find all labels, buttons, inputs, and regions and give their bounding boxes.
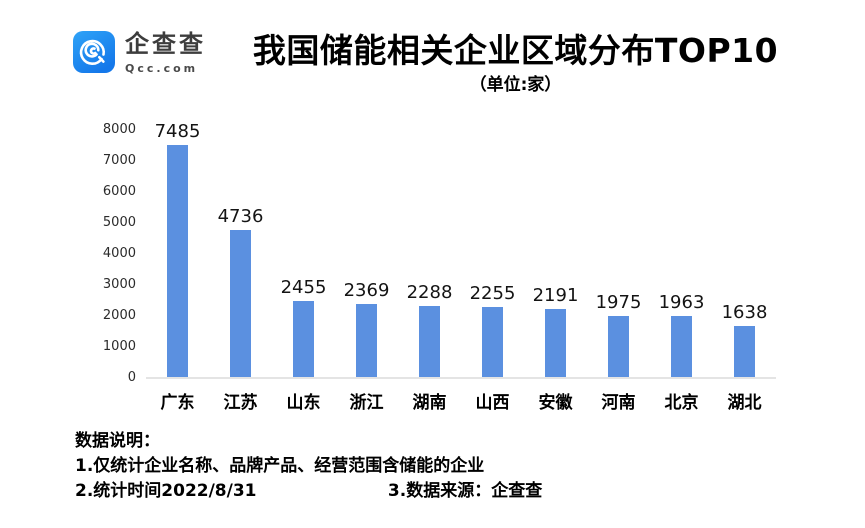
bar (734, 326, 755, 377)
y-tick-label: 0 (127, 370, 136, 385)
footer-notes: 数据说明： 1.仅统计企业名称、品牌产品、经营范围含储能的企业 2.统计时间20… (75, 429, 542, 504)
bar-value-label: 1975 (595, 292, 642, 313)
bar-slot: 2288 (398, 283, 461, 377)
y-tick-label: 4000 (102, 246, 136, 261)
x-category-label: 北京 (664, 393, 699, 413)
x-category-label: 湖北 (727, 393, 762, 413)
bar-slot: 1975 (587, 293, 650, 377)
bar (608, 316, 629, 377)
brand-text: 企查查 Qcc.com (125, 30, 206, 75)
bar-slot: 4736 (209, 207, 272, 377)
bar-slot: 2369 (335, 281, 398, 377)
qcc-logo-icon (73, 31, 115, 73)
bar-chart: 0 1000 2000 3000 4000 5000 6000 7000 8000 7485 47… (75, 122, 780, 413)
bar-value-label: 2455 (280, 277, 327, 298)
bar-value-label: 2255 (469, 283, 516, 304)
plot-area: 7485 4736 2455 2369 2288 2255 2191 1975 1963 1638 (146, 122, 776, 379)
brand-name: 企查查 (125, 30, 206, 58)
brand-domain: Qcc.com (125, 61, 199, 75)
footer-note-3: 3.数据来源：企查查 (387, 481, 543, 501)
bar-value-label: 7485 (154, 121, 201, 142)
bar (230, 230, 251, 377)
y-tick-label: 3000 (102, 277, 136, 292)
bar-slot: 7485 (146, 122, 209, 377)
x-category-label: 河南 (601, 393, 636, 413)
x-category-label: 山西 (475, 393, 510, 413)
bar-value-label: 2369 (343, 280, 390, 301)
bar-slot: 2255 (461, 284, 524, 377)
footer-heading: 数据说明： (75, 431, 160, 451)
footer-note-1: 1.仅统计企业名称、品牌产品、经营范围含储能的企业 (75, 456, 485, 476)
bar (671, 316, 692, 377)
bar (419, 306, 440, 377)
bar (167, 145, 188, 377)
footer-note-2: 2.统计时间2022/8/31 (75, 481, 257, 501)
x-category-label: 江苏 (223, 393, 258, 413)
bar (482, 307, 503, 377)
y-tick-label: 1000 (102, 339, 136, 354)
x-category-label: 湖南 (412, 393, 447, 413)
bar-value-label: 4736 (217, 206, 264, 227)
bar-slot: 1638 (713, 303, 776, 377)
x-axis: 广东 江苏 山东 浙江 湖南 山西 安徽 河南 北京 湖北 (146, 379, 776, 413)
x-category-label: 山东 (286, 393, 321, 413)
chart-body: 0 1000 2000 3000 4000 5000 6000 7000 8000 7485 47… (75, 122, 780, 385)
footer-note-2-3: 2.统计时间2022/8/31 3.数据来源：企查查 (75, 479, 542, 504)
bar-value-label: 2288 (406, 282, 453, 303)
qcc-logo: 企查查 Qcc.com (73, 30, 206, 75)
x-category-label: 广东 (160, 393, 195, 413)
x-category-label: 浙江 (349, 393, 384, 413)
y-tick-label: 8000 (102, 122, 136, 137)
y-tick-label: 6000 (102, 184, 136, 199)
y-axis: 0 1000 2000 3000 4000 5000 6000 7000 8000 (75, 122, 146, 385)
page-title: 我国储能相关企业区域分布TOP10 (252, 31, 779, 70)
bar-value-label: 2191 (532, 285, 579, 306)
bar (356, 304, 377, 377)
y-tick-label: 5000 (102, 215, 136, 230)
bar-value-label: 1638 (721, 302, 768, 323)
bar-slot: 2191 (524, 286, 587, 377)
x-category-label: 安徽 (538, 393, 573, 413)
bar-slot: 1963 (650, 293, 713, 377)
y-tick-label: 7000 (102, 153, 136, 168)
bar (293, 301, 314, 377)
bar-value-label: 1963 (658, 292, 705, 313)
bar-slot: 2455 (272, 278, 335, 377)
y-tick-label: 2000 (102, 308, 136, 323)
bar (545, 309, 566, 377)
unit-label: （单位:家） (469, 75, 562, 95)
